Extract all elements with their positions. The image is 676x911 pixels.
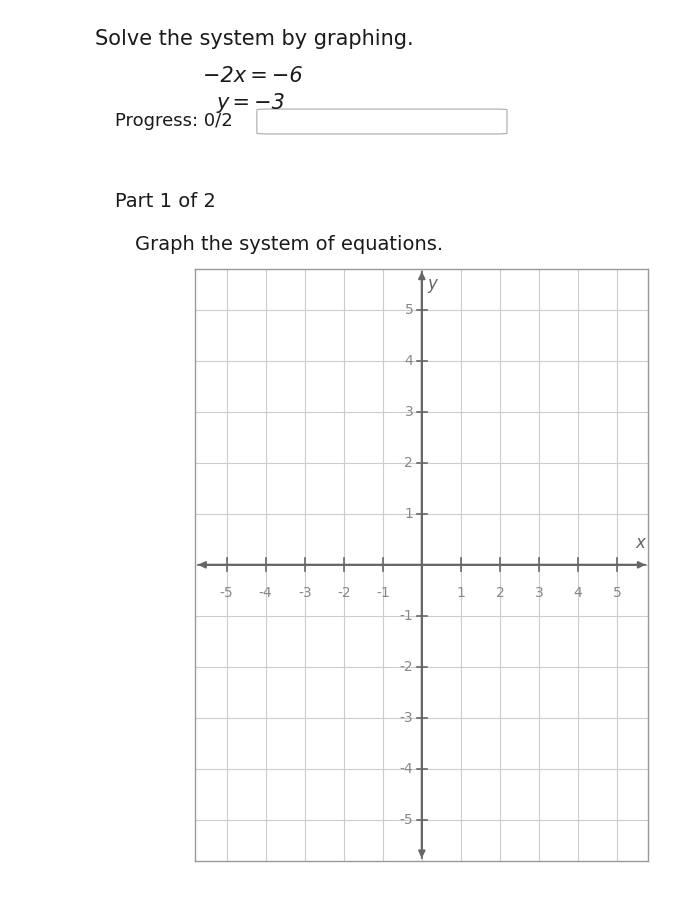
Text: Solve the system by graphing.: Solve the system by graphing. [95, 29, 413, 49]
Text: Graph the system of equations.: Graph the system of equations. [135, 235, 443, 254]
Text: Part 1 of 2: Part 1 of 2 [115, 192, 216, 210]
Text: -3: -3 [298, 587, 312, 600]
Text: -1: -1 [400, 609, 413, 623]
Text: 3: 3 [535, 587, 544, 600]
Text: 1: 1 [404, 507, 413, 521]
Text: -2: -2 [337, 587, 351, 600]
Text: −2x = −6: −2x = −6 [203, 66, 302, 86]
Text: -5: -5 [400, 813, 413, 827]
Text: -5: -5 [220, 587, 233, 600]
Text: -1: -1 [376, 587, 389, 600]
Text: 2: 2 [496, 587, 504, 600]
Text: 3: 3 [404, 404, 413, 419]
Text: 4: 4 [574, 587, 583, 600]
Text: 5: 5 [612, 587, 621, 600]
Text: -4: -4 [400, 762, 413, 776]
Text: x: x [635, 535, 645, 552]
Text: -2: -2 [400, 660, 413, 674]
Text: 5: 5 [404, 302, 413, 317]
Text: 4: 4 [404, 353, 413, 368]
Text: -4: -4 [259, 587, 272, 600]
Text: 2: 2 [404, 456, 413, 470]
Text: y = −3: y = −3 [216, 93, 285, 113]
Text: -3: -3 [400, 711, 413, 725]
Text: Progress: 0/2: Progress: 0/2 [115, 112, 233, 130]
Text: 1: 1 [456, 587, 465, 600]
FancyBboxPatch shape [257, 109, 507, 134]
Text: y: y [428, 275, 437, 292]
